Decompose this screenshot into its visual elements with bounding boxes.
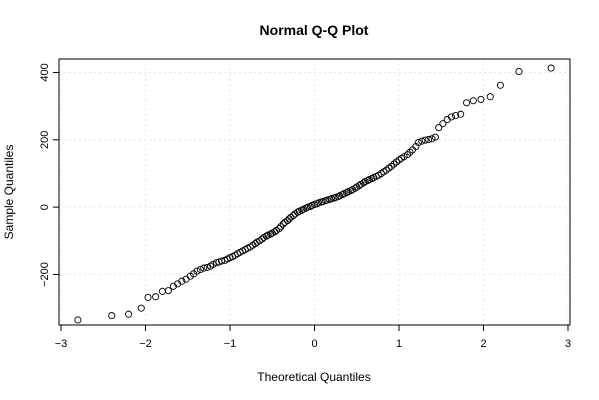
data-point — [289, 212, 297, 220]
data-point — [435, 124, 443, 132]
data-point — [298, 206, 306, 214]
data-point — [406, 148, 414, 156]
y-tick-label: 400 — [39, 63, 51, 81]
data-point — [452, 112, 460, 120]
data-points — [74, 64, 555, 324]
data-point — [418, 137, 426, 145]
data-point — [343, 189, 351, 197]
data-point — [428, 135, 436, 143]
data-point — [368, 174, 376, 183]
data-point — [144, 293, 152, 301]
data-point — [515, 67, 523, 76]
data-point — [169, 282, 177, 290]
x-tick-label: 0 — [311, 338, 317, 350]
x-tick-label: −1 — [224, 338, 237, 350]
data-point — [486, 93, 494, 101]
data-point — [364, 177, 372, 185]
data-point — [164, 287, 172, 295]
data-point — [306, 202, 314, 211]
data-point — [463, 99, 471, 107]
data-point — [439, 120, 447, 128]
data-point — [158, 287, 166, 295]
data-point — [387, 162, 395, 170]
grid-lines — [59, 59, 570, 325]
data-point — [74, 316, 82, 324]
data-point — [403, 151, 412, 159]
data-point — [347, 187, 355, 195]
data-point — [125, 310, 133, 318]
data-point — [193, 267, 201, 275]
data-point — [302, 204, 310, 212]
x-axis-label: Theoretical Quantiles — [257, 370, 370, 384]
x-tick-label: 3 — [565, 338, 571, 350]
data-point — [279, 220, 287, 228]
data-point — [414, 138, 422, 147]
data-point — [338, 191, 346, 199]
data-point — [203, 263, 211, 271]
data-point — [334, 193, 342, 201]
x-tick-label: −3 — [55, 338, 68, 350]
data-point — [285, 215, 293, 223]
data-point — [275, 225, 283, 233]
data-point — [313, 200, 321, 208]
data-point — [209, 260, 217, 268]
data-point — [200, 264, 208, 272]
y-tick-label: 0 — [39, 204, 51, 210]
data-point — [457, 110, 465, 118]
x-tick-label: −2 — [139, 338, 152, 350]
y-tick-label: 200 — [39, 131, 51, 149]
data-point — [421, 136, 429, 144]
data-point — [412, 142, 420, 151]
data-point — [262, 232, 270, 240]
data-point — [469, 97, 477, 105]
x-axis: −3 −2 −1 0 1 2 3 — [55, 325, 571, 350]
data-point — [108, 312, 116, 320]
y-axis-label: Sample Quantiles — [2, 145, 16, 240]
data-point — [477, 95, 485, 103]
data-point — [547, 64, 555, 72]
y-tick-label: −200 — [39, 262, 51, 287]
chart-title: Normal Q-Q Plot — [260, 22, 369, 38]
data-point — [152, 293, 160, 301]
data-point — [267, 230, 275, 238]
data-point — [359, 179, 368, 187]
x-tick-label: 2 — [480, 338, 486, 350]
data-point — [137, 304, 145, 312]
data-point — [447, 113, 455, 121]
x-tick-label: 1 — [396, 338, 402, 350]
data-point — [196, 265, 204, 273]
data-point — [178, 277, 186, 285]
data-point — [425, 135, 433, 144]
data-point — [294, 208, 302, 216]
data-point — [496, 81, 504, 89]
y-axis: −200 0 200 400 — [39, 63, 59, 287]
data-point — [431, 133, 439, 141]
